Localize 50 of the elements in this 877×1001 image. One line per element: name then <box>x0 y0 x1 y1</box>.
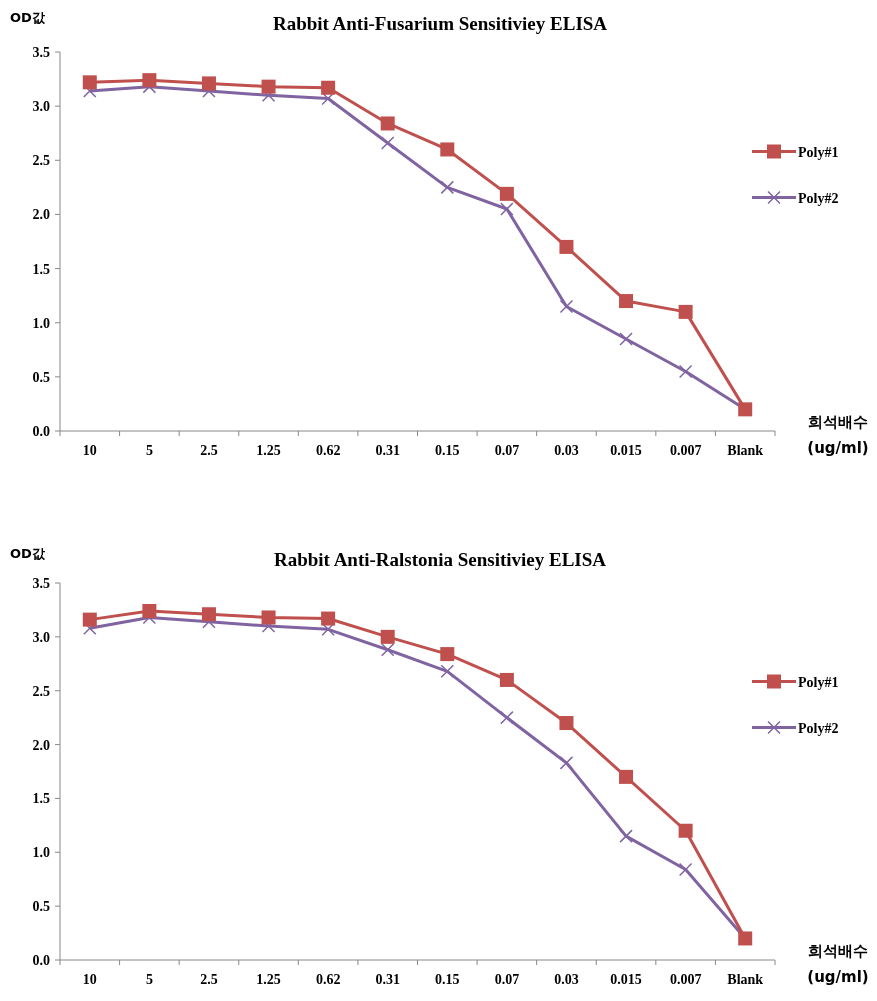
y-tick-label: 1.0 <box>32 315 50 331</box>
legend-label: Poly#2 <box>798 190 839 206</box>
x-axis-title: 희석배수 (ug/ml) <box>807 942 869 986</box>
x-tick-label: 0.03 <box>554 972 579 987</box>
x-tick-label: 0.07 <box>494 972 520 987</box>
x-tick-label: 0.007 <box>669 972 702 987</box>
y-tick-label: 3.5 <box>32 45 50 60</box>
x-tick-label: 2.5 <box>200 972 218 987</box>
y-tick-label: 0.0 <box>32 424 50 439</box>
y-tick-label: 2.5 <box>32 153 50 169</box>
x-tick-label: 0.31 <box>375 972 400 987</box>
x-tick-label: 0.03 <box>554 443 579 458</box>
legend-label: Poly#1 <box>798 674 839 690</box>
y-axis-title: OD값 <box>10 546 46 561</box>
y-tick-label: 2.0 <box>32 737 50 753</box>
legend-label: Poly#2 <box>798 720 839 736</box>
chart-title: Rabbit Anti-Ralstonia Sensitiviey ELISA <box>273 549 607 570</box>
x-tick-label: 5 <box>145 443 153 458</box>
x-tick-label: 0.62 <box>315 972 341 987</box>
chart-title: Rabbit Anti-Fusarium Sensitiviey ELISA <box>272 13 608 34</box>
legend-label: Poly#1 <box>798 144 839 160</box>
y-tick-label: 1.5 <box>32 261 50 277</box>
y-tick-label: 0.5 <box>32 899 50 915</box>
x-tick-label: 0.15 <box>435 972 460 987</box>
x-tick-label: Blank <box>727 972 764 987</box>
y-tick-label: 1.5 <box>32 791 50 807</box>
y-tick-label: 2.5 <box>32 683 50 699</box>
x-tick-label: 0.007 <box>669 443 702 458</box>
y-tick-label: 3.5 <box>32 576 50 591</box>
x-tick-label: 5 <box>145 972 153 987</box>
x-tick-label: 0.15 <box>435 443 460 458</box>
y-tick-label: 3.0 <box>32 99 50 115</box>
y-tick-label: 0.5 <box>32 369 50 385</box>
x-tick-label: 0.31 <box>375 443 400 458</box>
x-tick-label: 0.62 <box>315 443 341 458</box>
y-tick-label: 1.0 <box>32 845 50 861</box>
x-tick-label: 1.25 <box>256 443 281 458</box>
y-tick-label: 2.0 <box>32 207 50 223</box>
x-tick-label: 1.25 <box>256 972 281 987</box>
x-tick-label: 0.07 <box>494 443 520 458</box>
x-tick-label: 2.5 <box>200 443 218 458</box>
y-tick-label: 3.0 <box>32 629 50 645</box>
x-axis-title: 희석배수 (ug/ml) <box>807 413 869 457</box>
x-tick-label: 10 <box>82 443 97 458</box>
x-tick-label: 0.015 <box>610 443 642 458</box>
y-axis-title: OD값 <box>10 10 46 25</box>
x-tick-label: Blank <box>727 443 764 458</box>
y-tick-label: 0.0 <box>32 953 50 968</box>
x-tick-label: 0.015 <box>610 972 642 987</box>
x-tick-label: 10 <box>82 972 97 987</box>
